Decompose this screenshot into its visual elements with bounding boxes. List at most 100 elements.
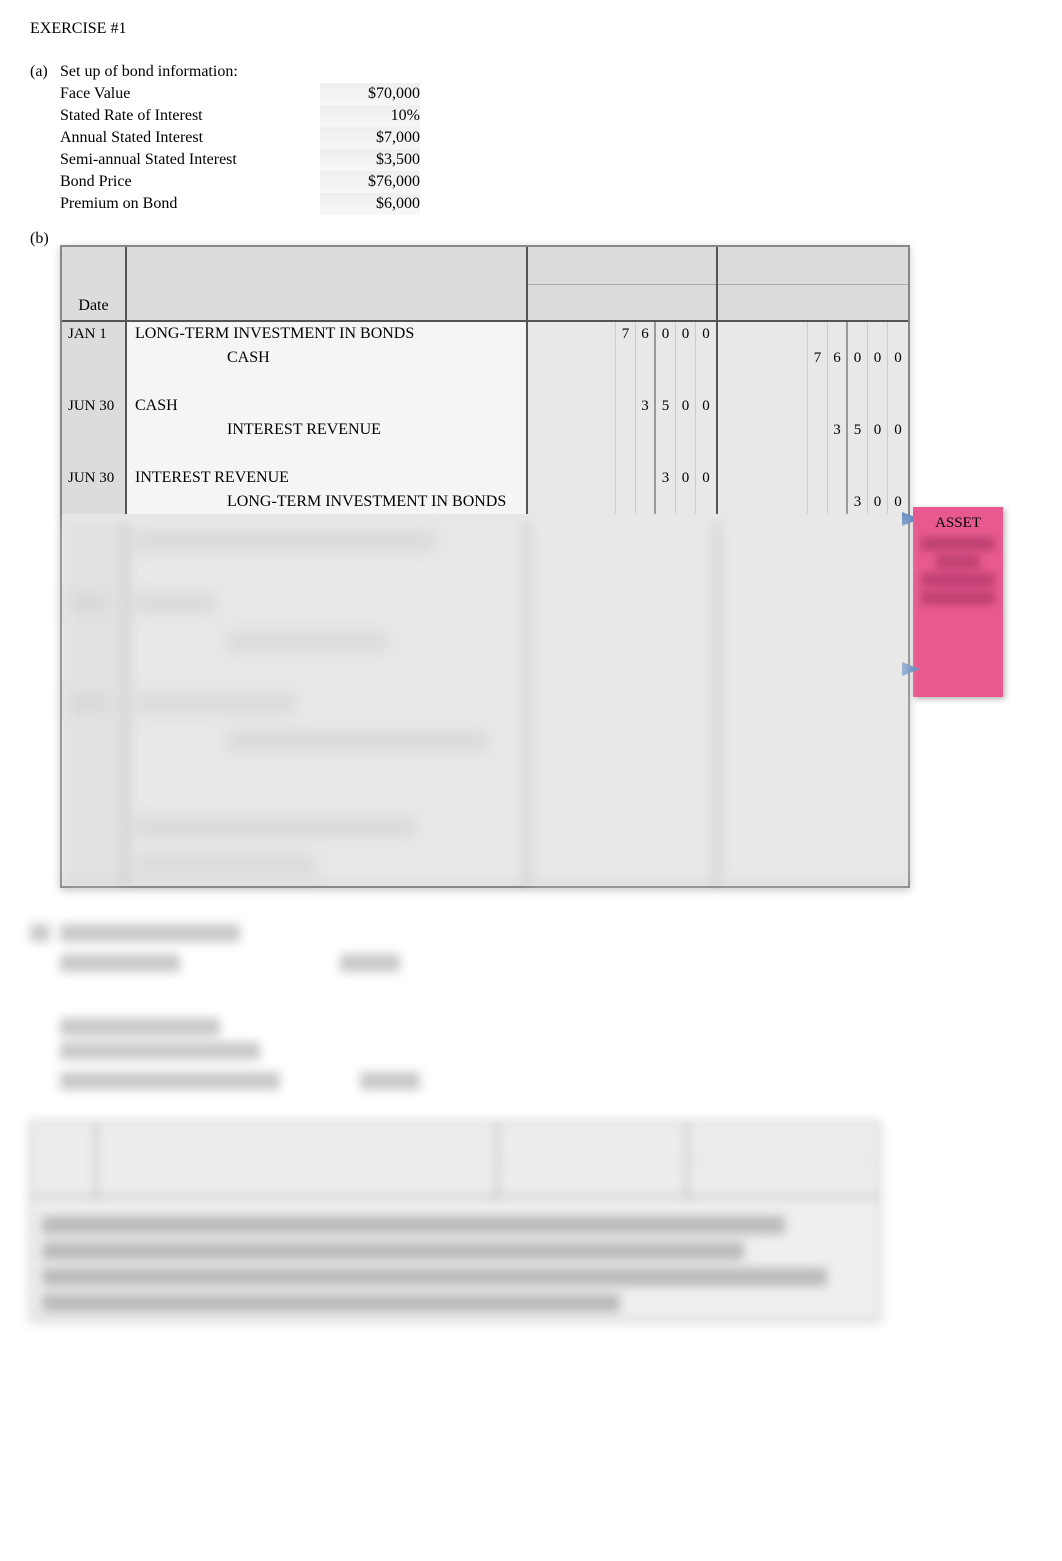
journal-header-date: Date xyxy=(62,247,127,320)
digit-cell xyxy=(656,346,676,370)
digit-cell xyxy=(676,370,696,394)
digit-cell xyxy=(616,394,636,418)
digit-cell: 7 xyxy=(616,322,636,346)
journal-header-credit xyxy=(718,247,908,320)
digit-cell xyxy=(848,394,868,418)
journal-account: INTEREST REVENUE xyxy=(127,418,528,442)
digit-cell xyxy=(656,370,676,394)
journal-account: CASH xyxy=(127,394,528,418)
journal-row: JUN 30CASH3500 xyxy=(62,394,908,418)
digit-cell: 0 xyxy=(848,346,868,370)
journal-account: INTEREST REVENUE xyxy=(127,466,528,490)
digit-cell xyxy=(656,490,676,514)
digit-cell xyxy=(808,442,828,466)
sticky-note: ASSET xyxy=(913,507,1003,697)
journal-credit: 3500 xyxy=(718,418,908,442)
digit-cell: 0 xyxy=(676,394,696,418)
digit-cell: 0 xyxy=(656,322,676,346)
digit-cell: 3 xyxy=(848,490,868,514)
journal-row xyxy=(62,370,908,394)
journal-date xyxy=(62,418,127,442)
bond-value: $7,000 xyxy=(320,127,420,149)
journal-credit: 76000 xyxy=(718,346,908,370)
digit-cell xyxy=(888,442,908,466)
digit-cell xyxy=(676,346,696,370)
digit-cell: 0 xyxy=(868,346,888,370)
digit-cell xyxy=(656,442,676,466)
digit-cell: 0 xyxy=(888,346,908,370)
digit-cell xyxy=(848,370,868,394)
journal-row: JUN 30INTEREST REVENUE300 xyxy=(62,466,908,490)
digit-cell xyxy=(696,418,716,442)
journal-debit xyxy=(528,418,718,442)
journal-date xyxy=(62,442,127,466)
section-a-heading: Set up of bond information: xyxy=(60,63,1032,81)
digit-cell xyxy=(868,370,888,394)
digit-cell xyxy=(636,346,656,370)
digit-cell xyxy=(828,442,848,466)
journal-account: CASH xyxy=(127,346,528,370)
digit-cell xyxy=(676,490,696,514)
digit-cell xyxy=(848,322,868,346)
journal-account: LONG-TERM INVESTMENT IN BONDS xyxy=(127,322,528,346)
digit-cell: 0 xyxy=(676,322,696,346)
digit-cell xyxy=(676,418,696,442)
journal-debit xyxy=(528,370,718,394)
bond-row: Annual Stated Interest $7,000 xyxy=(60,127,420,149)
section-b-label: (b) xyxy=(30,230,60,888)
bond-value: $70,000 xyxy=(320,83,420,105)
journal-credit xyxy=(718,466,908,490)
digit-cell xyxy=(636,466,656,490)
journal-header-debit xyxy=(528,247,718,320)
journal-row: INTEREST REVENUE 3500 xyxy=(62,418,908,442)
bond-label: Annual Stated Interest xyxy=(60,127,320,149)
digit-cell xyxy=(888,322,908,346)
journal-date xyxy=(62,370,127,394)
digit-cell xyxy=(828,322,848,346)
digit-cell xyxy=(696,442,716,466)
journal-credit xyxy=(718,442,908,466)
digit-cell xyxy=(808,418,828,442)
digit-cell xyxy=(696,370,716,394)
bond-value: $6,000 xyxy=(320,193,420,215)
bond-value: $3,500 xyxy=(320,149,420,171)
digit-cell xyxy=(808,322,828,346)
journal-row: CASH76000 xyxy=(62,346,908,370)
section-a-label: (a) xyxy=(30,63,60,215)
digit-cell: 3 xyxy=(656,466,676,490)
digit-cell: 0 xyxy=(888,490,908,514)
bond-value: 10% xyxy=(320,105,420,127)
digit-cell xyxy=(828,490,848,514)
digit-cell xyxy=(616,490,636,514)
journal-debit xyxy=(528,490,718,514)
journal-row: JAN 1LONG-TERM INVESTMENT IN BONDS76000 xyxy=(62,322,908,346)
digit-cell xyxy=(616,466,636,490)
digit-cell xyxy=(636,490,656,514)
digit-cell: 5 xyxy=(656,394,676,418)
sticky-note-title: ASSET xyxy=(921,515,995,532)
digit-cell xyxy=(888,370,908,394)
journal-header: Date xyxy=(62,247,908,322)
bond-label: Face Value xyxy=(60,83,320,105)
digit-cell xyxy=(616,442,636,466)
digit-cell xyxy=(848,466,868,490)
digit-cell xyxy=(656,418,676,442)
journal-debit xyxy=(528,346,718,370)
digit-cell: 6 xyxy=(828,346,848,370)
exercise-title: EXERCISE #1 xyxy=(30,20,1032,38)
digit-cell xyxy=(868,322,888,346)
journal-date xyxy=(62,490,127,514)
journal-credit xyxy=(718,322,908,346)
digit-cell xyxy=(676,442,696,466)
digit-cell xyxy=(868,442,888,466)
journal-debit: 76000 xyxy=(528,322,718,346)
digit-cell: 7 xyxy=(808,346,828,370)
digit-cell xyxy=(696,346,716,370)
journal-date: JUN 30 xyxy=(62,394,127,418)
journal-credit xyxy=(718,370,908,394)
journal-date: JUN 30 xyxy=(62,466,127,490)
digit-cell: 0 xyxy=(888,418,908,442)
digit-cell xyxy=(868,466,888,490)
digit-cell xyxy=(696,490,716,514)
digit-cell: 3 xyxy=(828,418,848,442)
